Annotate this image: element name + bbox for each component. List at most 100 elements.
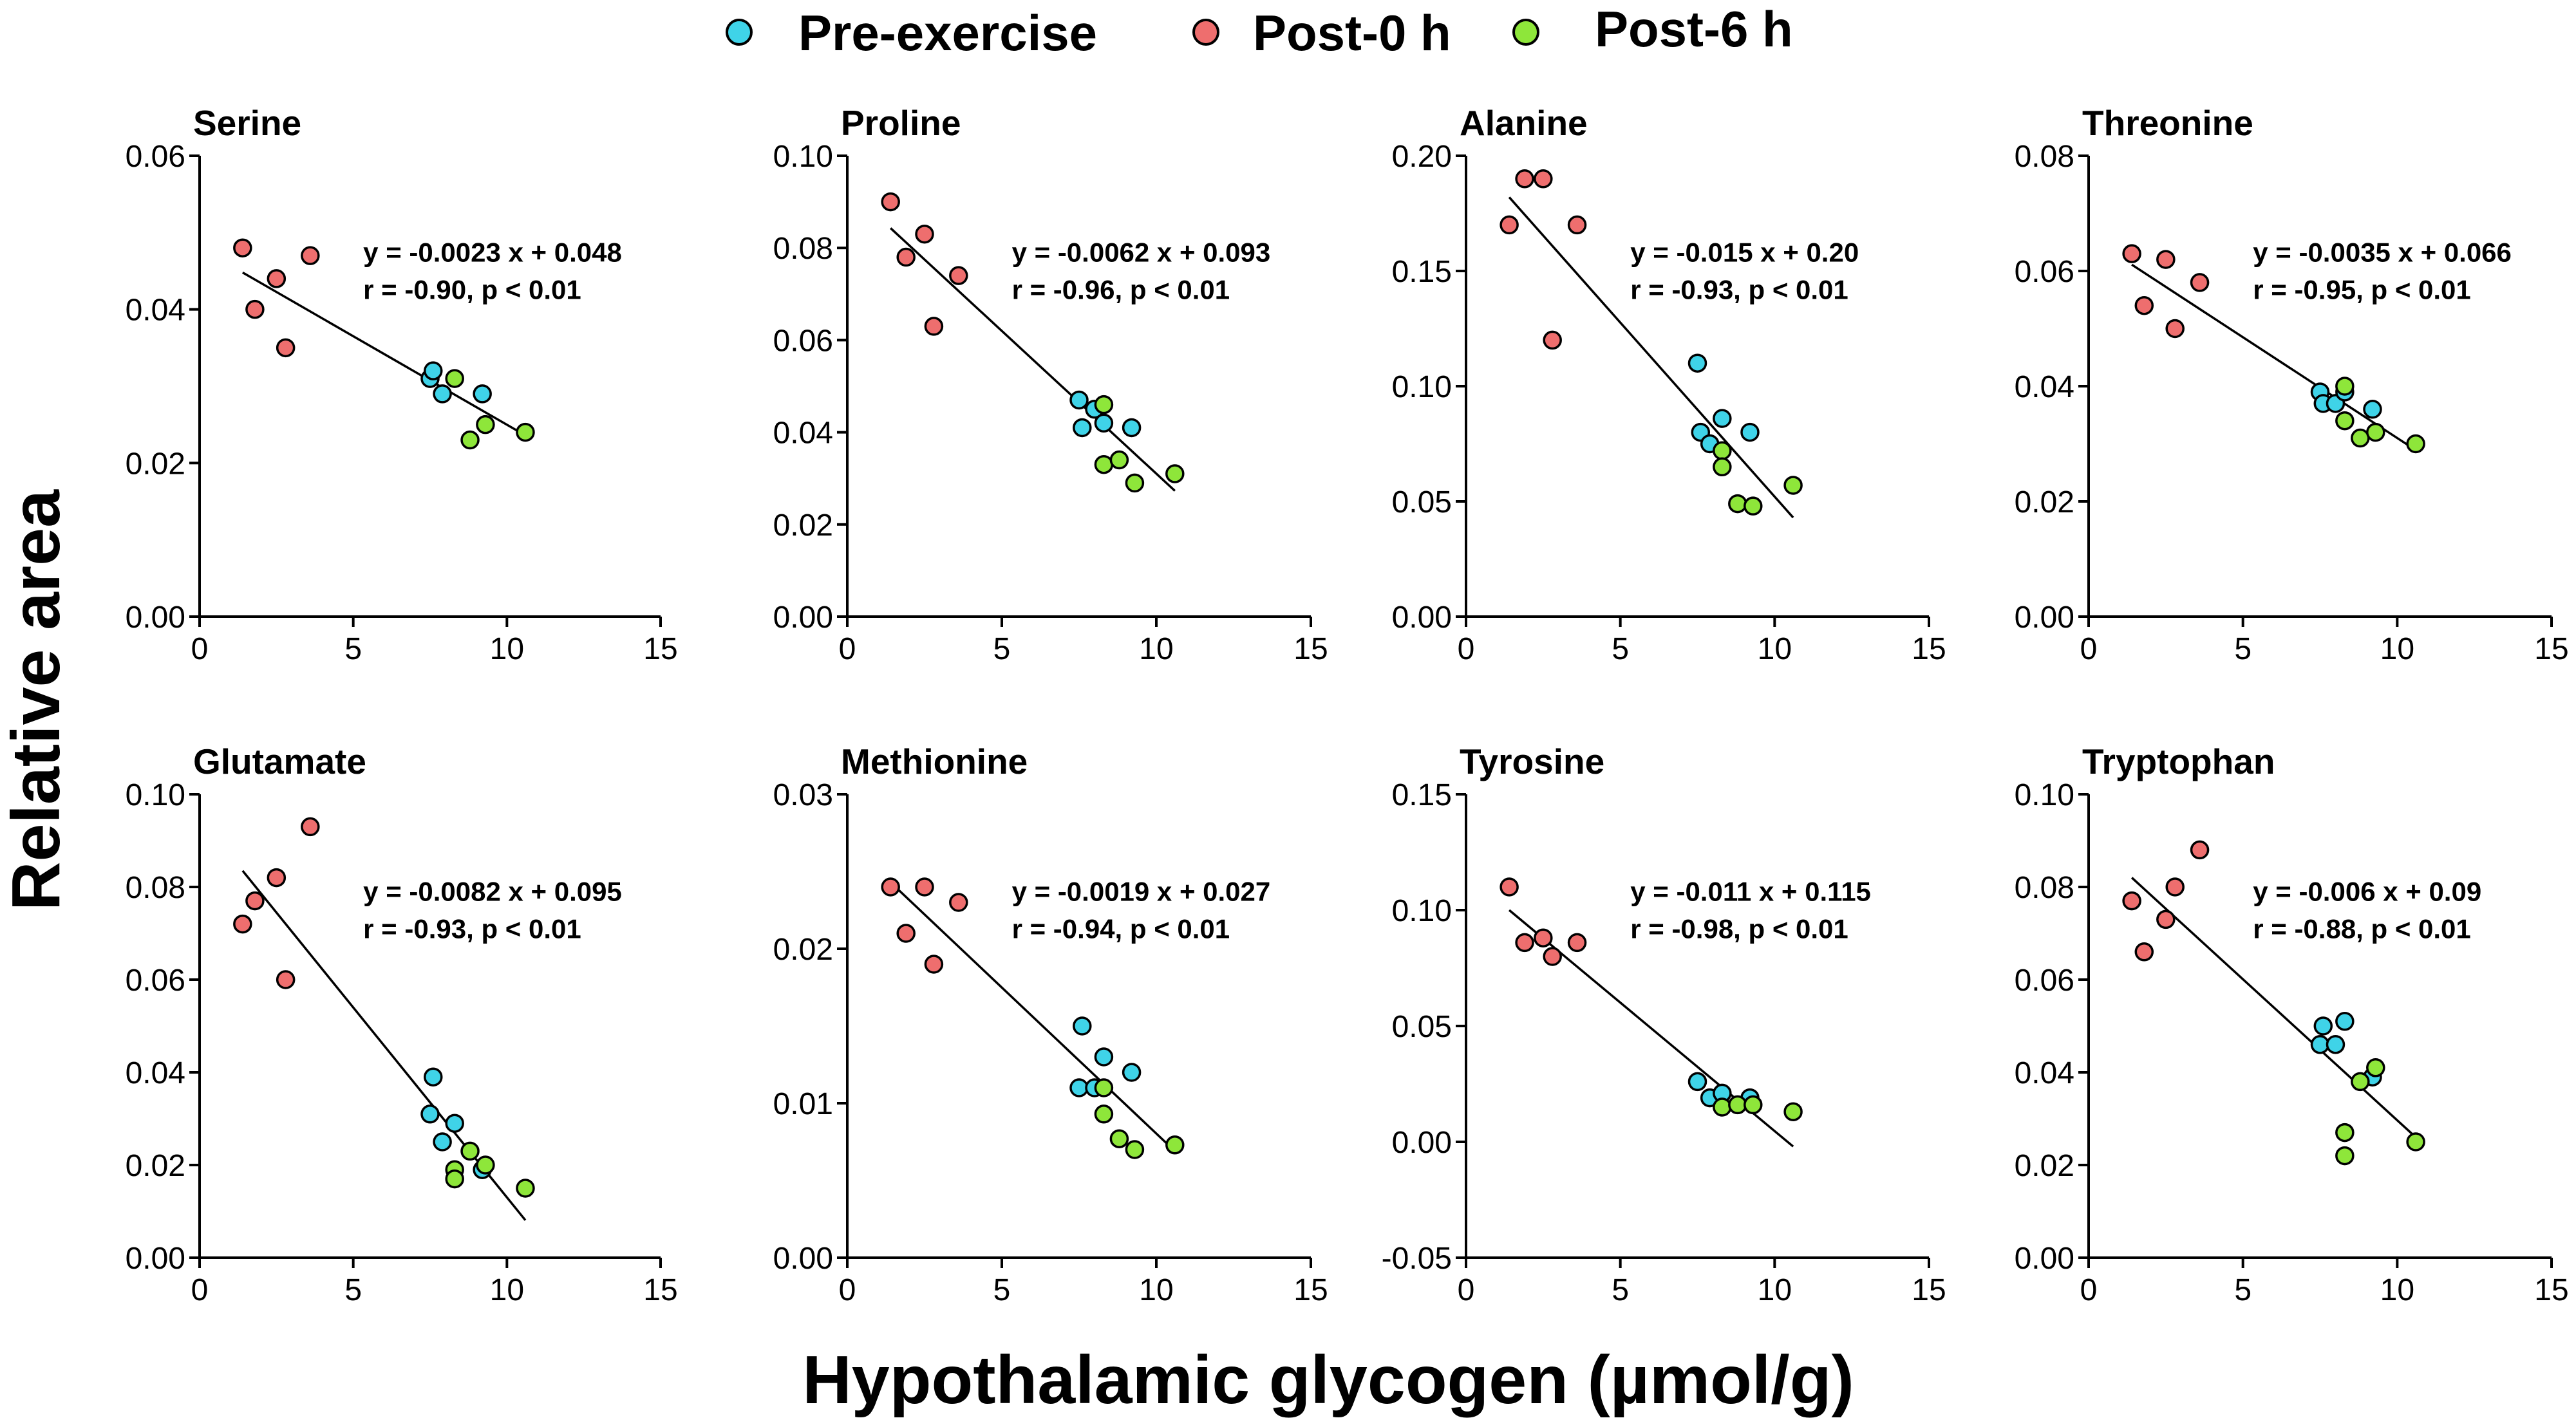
point-post-6-h-proline <box>1109 450 1129 470</box>
y-tick-label-tryptophan: 0.10 <box>2015 778 2074 812</box>
point-post-0-h-alanine <box>1500 215 1519 235</box>
x-tick-label-tyrosine: 5 <box>1612 1273 1629 1307</box>
point-post-0-h-glutamate <box>276 970 296 989</box>
point-pre-exercise-serine <box>433 384 452 404</box>
x-tick-label-tyrosine: 15 <box>1912 1273 1946 1307</box>
point-post-0-h-tryptophan <box>2165 877 2185 897</box>
y-tick-label-tryptophan: 0.08 <box>2015 871 2074 905</box>
point-post-6-h-tyrosine <box>1713 1097 1732 1117</box>
point-post-0-h-glutamate <box>245 891 265 911</box>
x-tick-label-tryptophan: 5 <box>2234 1273 2252 1307</box>
x-tick-label-serine: 0 <box>191 632 209 666</box>
point-pre-exercise-alanine <box>1713 409 1732 428</box>
equation-label-threonine: y = -0.0035 x + 0.066 <box>2253 238 2512 268</box>
x-tick-label-tryptophan: 10 <box>2380 1273 2414 1307</box>
y-tick-label-methionine: 0.01 <box>773 1087 833 1121</box>
panel-glutamate: Glutamate 0.00 0.02 0.04 0.06 0.08 0.10 0 5 10 15 y… <box>126 741 678 1307</box>
point-post-0-h-proline <box>896 247 916 267</box>
point-post-0-h-methionine <box>949 893 968 912</box>
point-post-0-h-serine <box>267 269 287 288</box>
point-post-6-h-methionine <box>1094 1105 1114 1124</box>
point-post-0-h-glutamate <box>267 868 287 888</box>
x-tick-label-tryptophan: 0 <box>2080 1273 2098 1307</box>
x-tick-label-proline: 0 <box>839 632 856 666</box>
panel-tyrosine: Tyrosine -0.05 0.00 0.05 0.10 0.15 0 5 10 15 y = -… <box>1382 741 1946 1307</box>
panel-proline: Proline 0.00 0.02 0.04 0.06 0.08 0.10 0 5 10 15 y =… <box>773 103 1328 666</box>
point-post-0-h-glutamate <box>301 817 320 837</box>
y-tick-label-glutamate: 0.02 <box>126 1149 185 1183</box>
regression-line-methionine <box>889 881 1176 1152</box>
x-tick-label-serine: 5 <box>344 632 362 666</box>
point-post-0-h-alanine <box>1515 169 1534 189</box>
x-tick-label-glutamate: 5 <box>344 1273 362 1307</box>
x-tick-label-tyrosine: 0 <box>1458 1273 1475 1307</box>
y-tick-label-proline: 0.08 <box>773 232 833 266</box>
stats-label-alanine: r = -0.93, p < 0.01 <box>1630 275 1848 305</box>
y-tick-label-alanine: 0.20 <box>1392 140 1452 174</box>
point-pre-exercise-glutamate <box>445 1114 464 1133</box>
y-tick-label-alanine: 0.00 <box>1392 601 1452 635</box>
y-tick-label-serine: 0.00 <box>126 601 185 635</box>
x-tick-label-methionine: 15 <box>1293 1273 1328 1307</box>
stats-label-tyrosine: r = -0.98, p < 0.01 <box>1630 914 1848 944</box>
point-post-6-h-glutamate <box>460 1141 480 1161</box>
y-tick-label-tyrosine: 0.05 <box>1392 1010 1452 1044</box>
x-tick-label-alanine: 5 <box>1612 632 1629 666</box>
panel-title-glutamate: Glutamate <box>193 741 366 781</box>
point-pre-exercise-proline <box>1094 413 1114 433</box>
point-pre-exercise-glutamate <box>420 1105 440 1124</box>
point-post-0-h-methionine <box>915 877 934 897</box>
y-tick-label-tyrosine: 0.10 <box>1392 894 1452 928</box>
point-pre-exercise-tryptophan <box>2335 1012 2355 1031</box>
x-tick-label-threonine: 15 <box>2534 632 2568 666</box>
x-tick-label-threonine: 0 <box>2080 632 2098 666</box>
equation-label-tryptophan: y = -0.006 x + 0.09 <box>2253 877 2481 907</box>
y-tick-label-tryptophan: 0.00 <box>2015 1242 2074 1276</box>
point-post-6-h-serine <box>516 422 535 442</box>
point-post-0-h-glutamate <box>233 914 252 934</box>
point-post-6-h-tyrosine <box>1728 1095 1747 1115</box>
point-post-6-h-tyrosine <box>1783 1102 1803 1121</box>
x-tick-label-tyrosine: 10 <box>1758 1273 1792 1307</box>
point-post-0-h-tyrosine <box>1567 933 1587 953</box>
legend-marker-post-0h <box>1192 19 1219 46</box>
x-tick-label-tryptophan: 15 <box>2534 1273 2568 1307</box>
equation-label-alanine: y = -0.015 x + 0.20 <box>1630 238 1859 268</box>
point-post-0-h-methionine <box>896 924 916 943</box>
point-post-6-h-tyrosine <box>1744 1095 1763 1115</box>
equation-label-glutamate: y = -0.0082 x + 0.095 <box>363 877 622 907</box>
y-tick-label-alanine: 0.10 <box>1392 370 1452 404</box>
x-tick-label-methionine: 5 <box>993 1273 1011 1307</box>
point-pre-exercise-proline <box>1122 418 1142 438</box>
point-post-6-h-serine <box>460 430 480 450</box>
y-tick-label-tyrosine: 0.15 <box>1392 778 1452 812</box>
x-tick-label-proline: 5 <box>993 632 1011 666</box>
point-post-0-h-methionine <box>881 877 900 897</box>
point-post-6-h-methionine <box>1109 1129 1129 1148</box>
y-tick-label-tryptophan: 0.04 <box>2015 1056 2074 1090</box>
y-tick-label-alanine: 0.15 <box>1392 255 1452 289</box>
stats-label-tryptophan: r = -0.88, p < 0.01 <box>2253 914 2471 944</box>
legend-item-pre-exercise: Pre-exercise <box>726 5 1097 61</box>
y-tick-label-threonine: 0.00 <box>2015 601 2074 635</box>
point-post-6-h-threonine <box>2366 422 2385 442</box>
regression-line-threonine <box>2131 263 2417 451</box>
panel-title-proline: Proline <box>841 103 961 143</box>
point-pre-exercise-glutamate <box>424 1067 443 1087</box>
panel-alanine: Alanine 0.00 0.05 0.10 0.15 0.20 0 5 10 15 y = -0.… <box>1392 103 1946 666</box>
point-post-0-h-tyrosine <box>1534 928 1553 947</box>
stats-label-serine: r = -0.90, p < 0.01 <box>363 275 581 305</box>
point-post-0-h-tryptophan <box>2156 909 2176 929</box>
point-post-6-h-methionine <box>1094 1078 1114 1097</box>
y-tick-label-tryptophan: 0.02 <box>2015 1149 2074 1183</box>
stats-label-threonine: r = -0.95, p < 0.01 <box>2253 275 2471 305</box>
point-post-0-h-proline <box>924 317 944 336</box>
point-pre-exercise-proline <box>1069 390 1089 410</box>
y-tick-label-threonine: 0.04 <box>2015 370 2074 404</box>
legend: Pre-exercise Post-0 h Post-6 h <box>726 1 1793 61</box>
panel-methionine: Methionine 0.00 0.01 0.02 0.03 0 5 10 15 y = -0.0… <box>773 741 1328 1307</box>
point-post-0-h-serine <box>276 338 296 358</box>
x-tick-label-methionine: 10 <box>1139 1273 1173 1307</box>
point-pre-exercise-serine <box>424 361 443 380</box>
